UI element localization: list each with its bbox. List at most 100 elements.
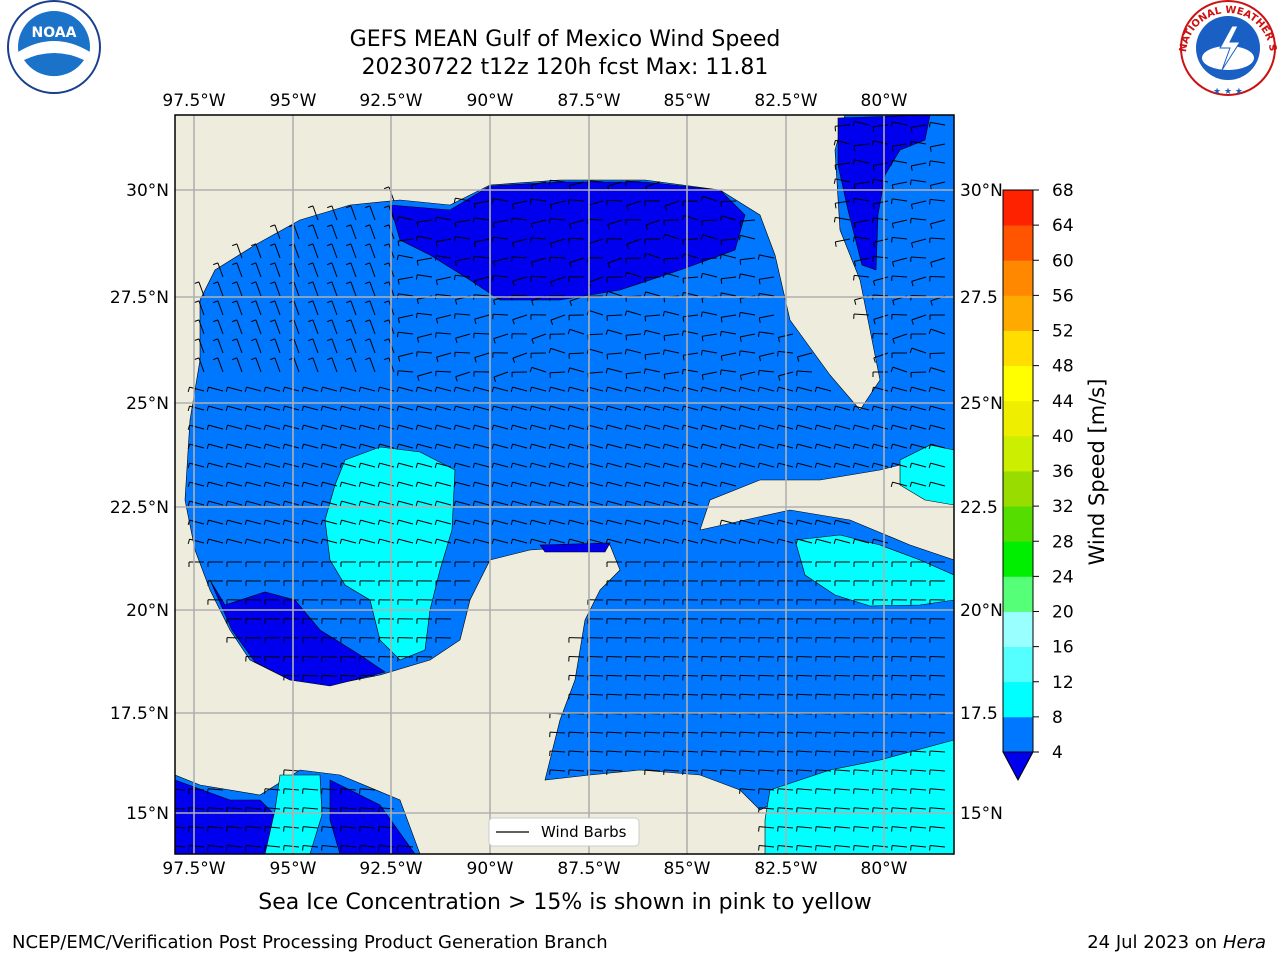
wind-barb bbox=[834, 618, 851, 624]
wind-barb bbox=[890, 121, 908, 127]
wind-barb bbox=[625, 674, 642, 681]
wind-barb bbox=[644, 200, 661, 206]
wind-barb bbox=[327, 338, 338, 354]
wind-barb bbox=[188, 788, 205, 794]
wind-barb bbox=[549, 200, 566, 210]
wind-barb bbox=[720, 599, 737, 605]
wind-barb bbox=[365, 262, 376, 278]
wind-barb bbox=[910, 807, 927, 813]
wind-barb bbox=[206, 500, 224, 507]
wind-barb bbox=[549, 769, 566, 775]
wind-barb bbox=[758, 807, 775, 813]
wind-barb bbox=[643, 443, 661, 450]
wind-barb bbox=[871, 424, 889, 431]
wind-barb bbox=[548, 462, 566, 469]
wind-barb bbox=[472, 500, 490, 507]
wind-barb bbox=[606, 693, 623, 700]
wind-barb bbox=[320, 443, 338, 450]
wind-barb bbox=[264, 826, 281, 832]
wind-barb bbox=[606, 238, 623, 244]
wind-barb bbox=[606, 276, 623, 283]
wind-barb bbox=[529, 405, 547, 412]
wind-barb bbox=[815, 599, 832, 605]
wind-barb bbox=[910, 179, 927, 185]
wind-barb bbox=[188, 826, 205, 832]
wind-barb bbox=[872, 845, 889, 851]
wind-barb bbox=[758, 618, 775, 624]
wind-barb bbox=[321, 674, 338, 681]
wind-barb bbox=[396, 519, 414, 526]
wind-barb bbox=[359, 807, 376, 813]
wind-barb bbox=[436, 352, 452, 363]
wind-barb bbox=[815, 637, 832, 643]
wind-barb bbox=[815, 769, 832, 775]
wind-barb bbox=[700, 272, 718, 279]
wind-barb bbox=[530, 314, 547, 320]
wind-barb bbox=[796, 693, 813, 700]
lat-tick-label: 17.5 bbox=[960, 704, 998, 724]
wind-barb bbox=[891, 352, 907, 358]
wind-barb bbox=[663, 637, 680, 643]
wind-barb bbox=[873, 314, 889, 325]
wind-barb bbox=[643, 519, 661, 526]
colorbar-label: Wind Speed [m/s] bbox=[1085, 379, 1109, 566]
wind-barb bbox=[340, 561, 356, 567]
wind-barb bbox=[301, 424, 319, 431]
wind-barb bbox=[681, 443, 699, 450]
wind-barb bbox=[207, 807, 224, 813]
colorbar-tick-label: 40 bbox=[1052, 427, 1074, 447]
wind-barb bbox=[282, 443, 300, 450]
wind-barb bbox=[531, 257, 547, 268]
wind-barb bbox=[929, 674, 946, 681]
wind-barb bbox=[910, 693, 927, 700]
wind-barb bbox=[681, 538, 699, 545]
wind-barb bbox=[739, 674, 756, 681]
wind-barb bbox=[397, 314, 414, 324]
wind-barb bbox=[758, 750, 775, 757]
wind-barb bbox=[264, 656, 281, 662]
wind-barb bbox=[396, 254, 414, 261]
wind-barb bbox=[226, 826, 243, 832]
footer-date-text: 24 Jul 2023 on bbox=[1087, 932, 1223, 953]
wind-barb bbox=[417, 371, 433, 382]
wind-barb bbox=[833, 424, 851, 431]
wind-barb bbox=[605, 519, 623, 526]
wind-barb bbox=[739, 561, 755, 567]
wind-barb bbox=[435, 276, 452, 286]
lat-tick-label: 22.5 bbox=[960, 498, 998, 518]
wind-barb bbox=[397, 561, 413, 567]
wind-barb bbox=[605, 500, 623, 507]
wind-barb bbox=[757, 424, 775, 431]
wind-barb bbox=[282, 462, 300, 469]
wind-barb bbox=[930, 257, 946, 268]
wind-barb bbox=[833, 462, 851, 469]
wind-barb bbox=[719, 443, 737, 450]
wind-barb bbox=[244, 538, 262, 545]
wind-barb bbox=[872, 769, 889, 775]
wind-barb bbox=[719, 253, 737, 260]
wind-barb bbox=[321, 618, 338, 624]
wind-barb bbox=[662, 272, 680, 278]
wind-barb bbox=[232, 357, 243, 373]
wind-barb bbox=[910, 826, 927, 832]
wind-barb bbox=[738, 273, 756, 279]
colorbar-segment bbox=[1003, 681, 1033, 718]
wind-barb bbox=[207, 580, 224, 586]
wind-barb bbox=[270, 243, 281, 259]
wind-barb bbox=[492, 275, 509, 281]
wind-barb bbox=[910, 731, 927, 738]
wind-barb bbox=[644, 599, 661, 605]
wind-barb bbox=[301, 538, 319, 545]
wind-barb bbox=[643, 368, 661, 374]
colorbar-tick-label: 64 bbox=[1052, 216, 1074, 236]
wind-barb bbox=[682, 561, 698, 567]
wind-barb bbox=[929, 198, 946, 205]
wind-barb bbox=[701, 656, 718, 662]
wind-barb bbox=[796, 674, 813, 681]
wind-barb bbox=[232, 338, 243, 354]
wind-barb bbox=[625, 257, 642, 264]
wind-barb bbox=[339, 386, 357, 393]
lon-tick-label: 90°W bbox=[467, 859, 514, 879]
wind-barb bbox=[264, 845, 281, 851]
wind-barb bbox=[396, 443, 414, 450]
